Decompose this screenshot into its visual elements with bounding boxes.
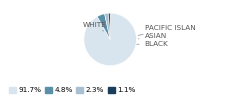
Text: PACIFIC ISLAN: PACIFIC ISLAN bbox=[138, 25, 195, 35]
Text: WHITE: WHITE bbox=[82, 22, 106, 31]
Legend: 91.7%, 4.8%, 2.3%, 1.1%: 91.7%, 4.8%, 2.3%, 1.1% bbox=[6, 84, 138, 96]
Text: ASIAN: ASIAN bbox=[138, 33, 167, 39]
Wedge shape bbox=[105, 13, 110, 39]
Wedge shape bbox=[108, 13, 110, 39]
Wedge shape bbox=[97, 14, 110, 39]
Wedge shape bbox=[84, 13, 136, 66]
Text: BLACK: BLACK bbox=[137, 41, 168, 47]
